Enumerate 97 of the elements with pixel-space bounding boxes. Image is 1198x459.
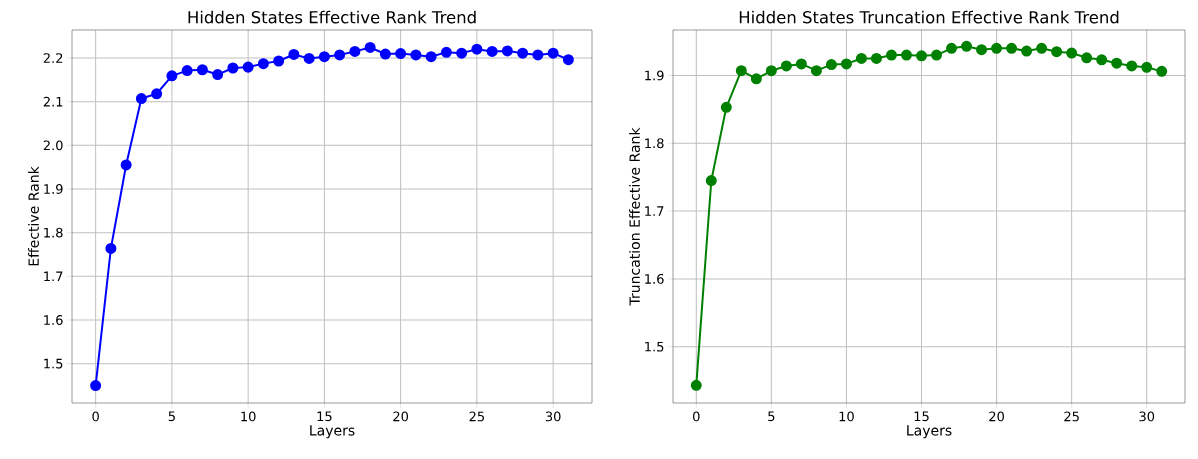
point: [501, 45, 513, 57]
point: [720, 101, 732, 113]
point: [690, 379, 702, 391]
point: [961, 40, 973, 52]
point: [227, 62, 239, 74]
y-tick-label: 1.8: [44, 227, 63, 238]
point: [931, 49, 943, 61]
point: [532, 49, 544, 61]
y-tick-label: 1.8: [645, 138, 664, 149]
point: [105, 242, 117, 254]
point: [1141, 61, 1153, 73]
point: [471, 43, 483, 55]
y-tick-label: 2.2: [43, 53, 63, 63]
point: [795, 58, 807, 70]
point: [425, 51, 437, 63]
y-tick-label: 1.5: [44, 358, 63, 369]
x-tick-label: 0: [92, 411, 99, 422]
point: [765, 65, 777, 77]
point: [135, 93, 147, 105]
x-tick-label: 25: [1064, 411, 1079, 422]
point: [855, 52, 867, 64]
point: [1126, 60, 1138, 72]
point: [1111, 57, 1123, 69]
point: [242, 61, 254, 73]
point: [257, 58, 269, 70]
point: [1036, 42, 1048, 54]
x-tick-label: 5: [168, 411, 175, 422]
point: [547, 47, 559, 59]
point: [318, 51, 330, 63]
point: [440, 46, 452, 58]
point: [976, 44, 988, 56]
y-tick-label: 1.6: [645, 273, 664, 284]
y-axis-title: Truncation Effective Rank: [629, 127, 640, 306]
x-tick-label: 10: [839, 411, 854, 422]
x-axis-title: Layers: [310, 425, 355, 439]
y-axis-title: Effective Rank: [28, 166, 39, 266]
y-tick-label: 1.9: [645, 70, 664, 81]
x-tick-label: 20: [393, 411, 409, 422]
point: [870, 52, 882, 64]
y-tick-label: 1.6: [44, 315, 63, 325]
point: [364, 41, 376, 53]
point: [288, 48, 300, 60]
point: [181, 65, 193, 77]
point: [303, 52, 315, 64]
point: [750, 73, 762, 85]
point: [486, 45, 498, 57]
point: [1156, 65, 1168, 77]
point: [810, 65, 822, 77]
point: [1021, 45, 1033, 57]
point: [1006, 42, 1018, 54]
point: [916, 50, 927, 62]
x-tick-label: 15: [914, 411, 929, 422]
point: [1081, 52, 1093, 64]
x-tick-label: 30: [1139, 411, 1155, 422]
point: [456, 47, 468, 59]
point: [780, 60, 792, 72]
x-tick-label: 10: [241, 411, 256, 422]
point: [334, 49, 346, 61]
x-tick-label: 15: [317, 411, 332, 422]
point: [517, 47, 529, 59]
point: [395, 48, 407, 60]
x-tick-label: 20: [989, 411, 1004, 422]
point: [825, 59, 837, 71]
chart-title: Hidden States Truncation Effective Rank Trend: [739, 10, 1119, 24]
point: [196, 64, 208, 76]
point: [1066, 47, 1078, 59]
y-tick-label: 1.5: [645, 341, 664, 352]
point: [349, 45, 361, 57]
point: [379, 48, 391, 60]
point: [90, 380, 102, 392]
point: [273, 55, 285, 67]
y-tick-label: 1.7: [645, 206, 664, 216]
y-tick-label: 1.7: [44, 271, 63, 282]
x-axis-title: Layers: [907, 425, 952, 439]
y-tick-label: 2.1: [43, 96, 63, 107]
x-tick-label: 30: [545, 411, 561, 422]
point: [1051, 46, 1063, 58]
point: [946, 42, 958, 54]
point: [562, 54, 574, 66]
y-tick-label: 2.0: [43, 140, 63, 151]
y-tick-label: 1.9: [44, 184, 63, 194]
chart-title: Hidden States Effective Rank Trend: [188, 10, 476, 24]
point: [991, 42, 1003, 54]
point: [166, 70, 178, 82]
point: [735, 65, 747, 77]
point: [410, 49, 422, 61]
x-tick-label: 25: [469, 411, 485, 422]
x-tick-label: 5: [768, 411, 775, 422]
point: [840, 58, 852, 70]
point: [1096, 54, 1108, 66]
x-tick-label: 0: [693, 411, 700, 422]
point: [212, 69, 224, 81]
point: [885, 49, 897, 61]
point: [705, 175, 717, 187]
point: [151, 88, 163, 100]
point: [120, 159, 132, 171]
point: [900, 49, 912, 61]
